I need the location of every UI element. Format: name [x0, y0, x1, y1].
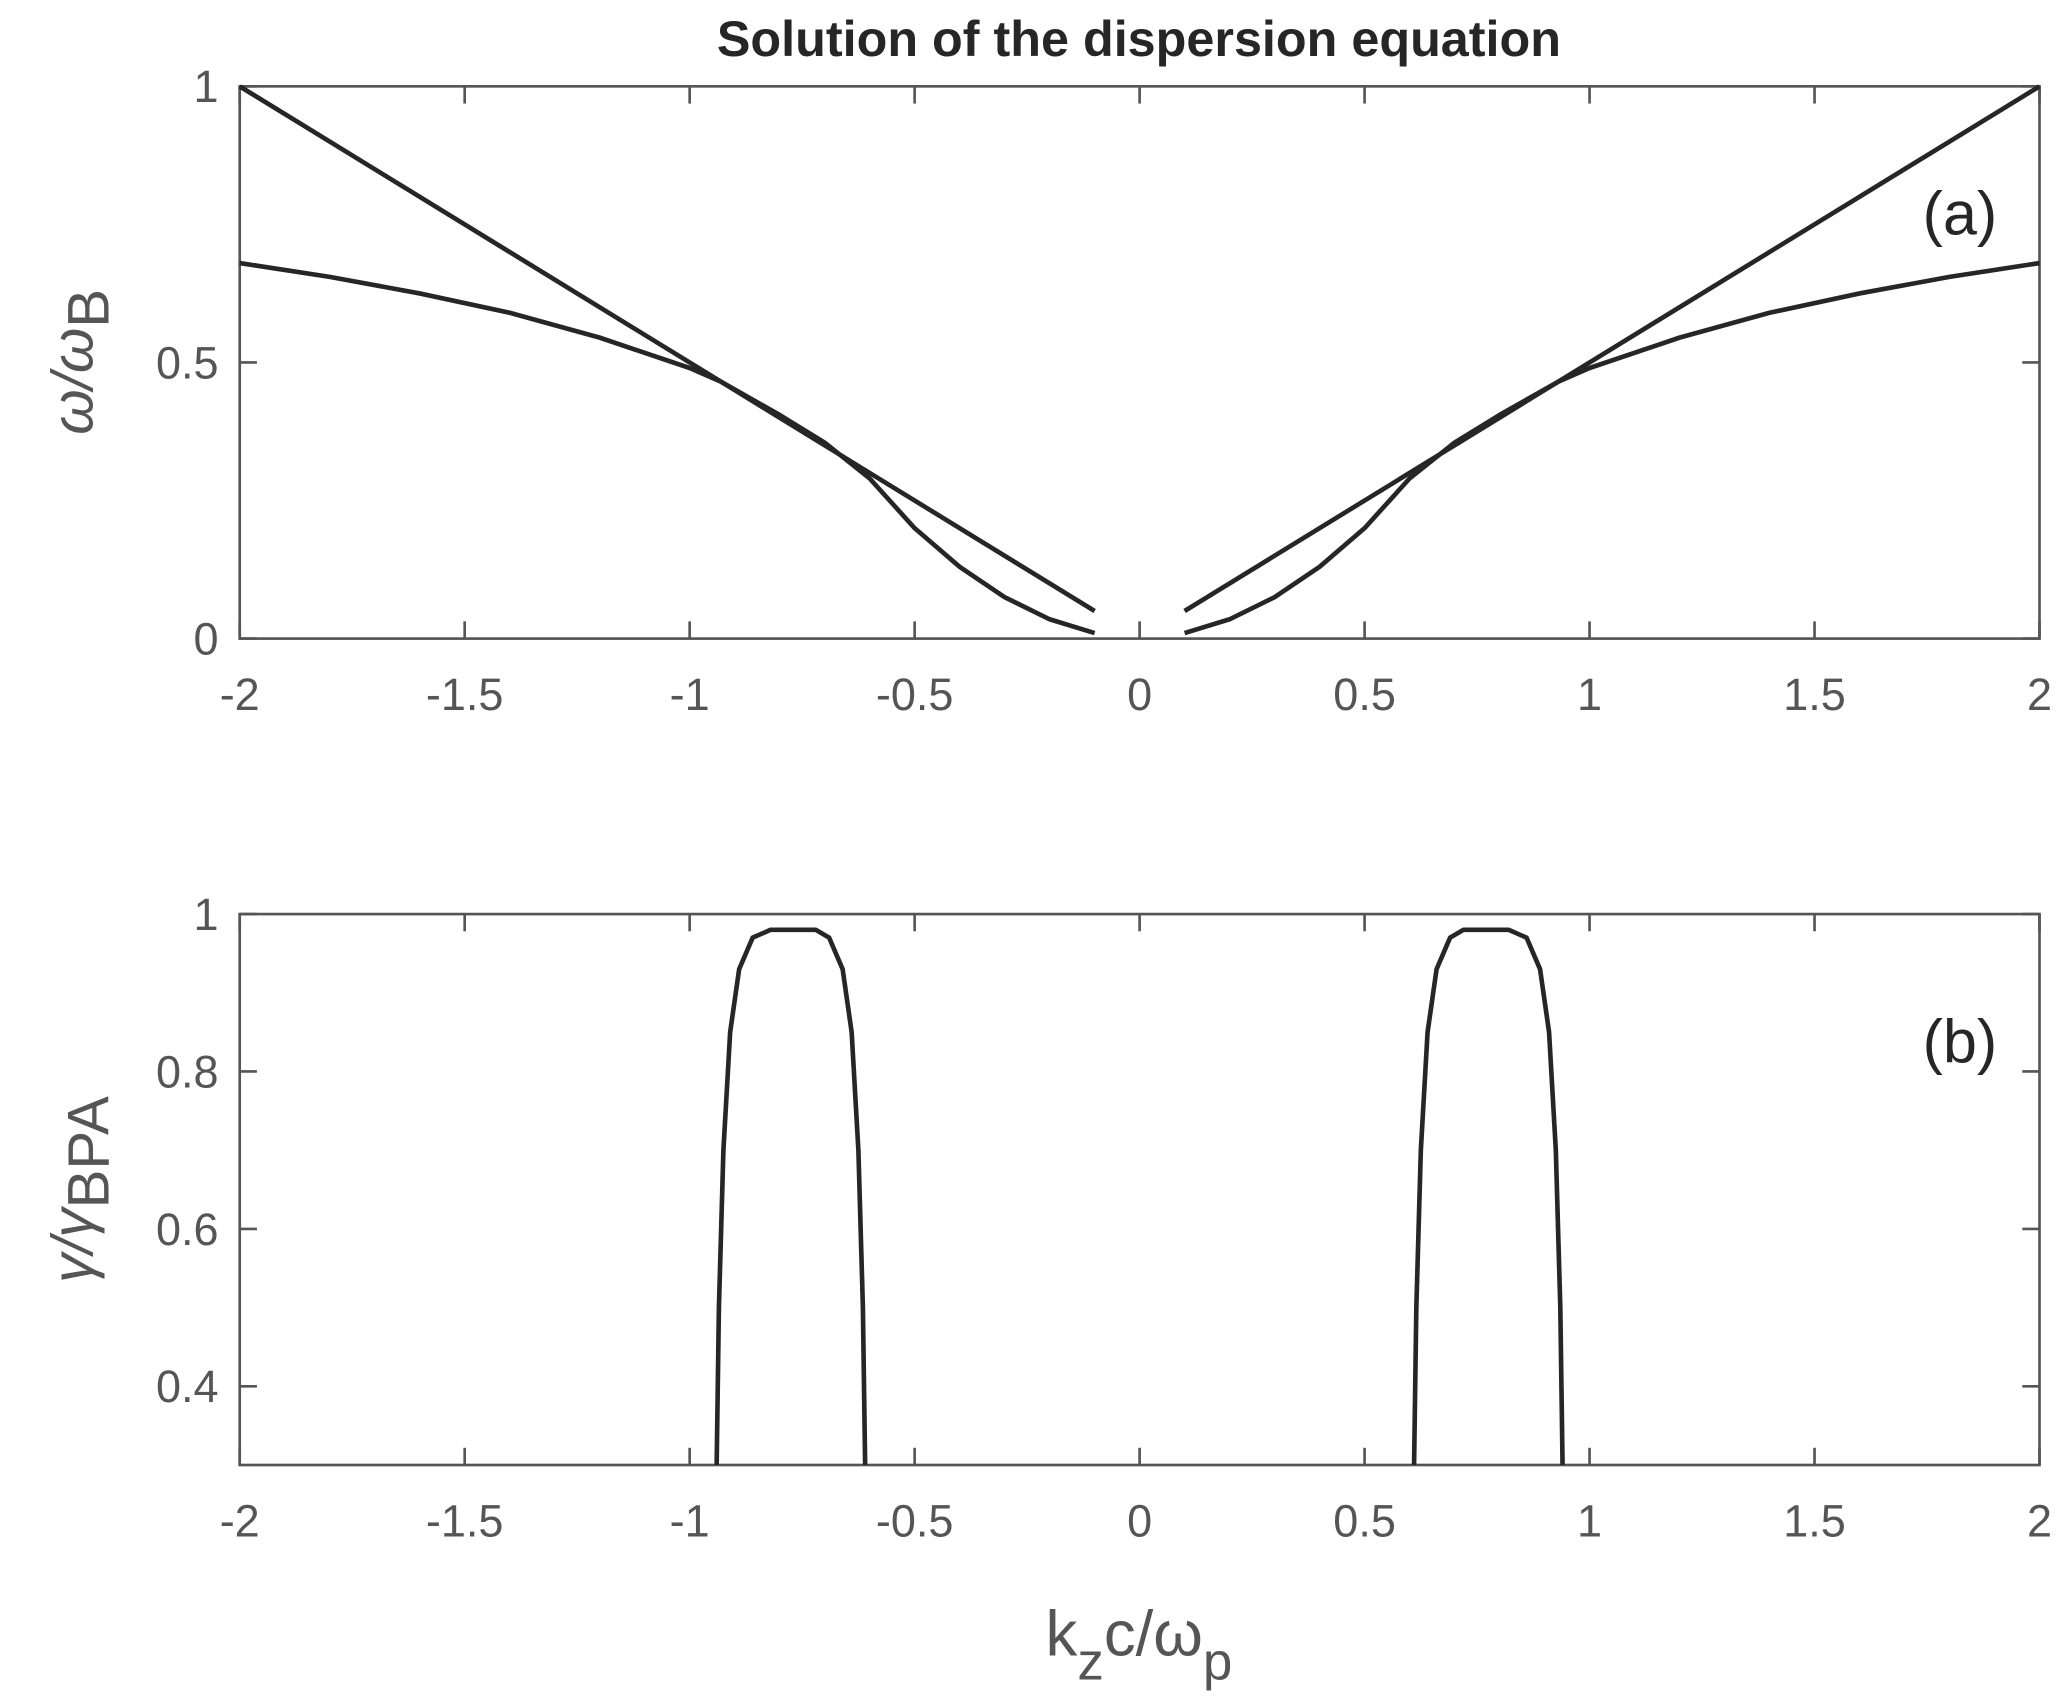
y-tick-label: 0.8	[156, 1046, 219, 1097]
series-line-1	[714, 927, 868, 1466]
x-tick-label: 0	[1127, 1496, 1152, 1547]
series-line-4	[1183, 260, 2040, 636]
x-tick-label: -0.5	[876, 669, 954, 720]
x-tick-label: 1.5	[1783, 669, 1846, 720]
x-axis-label: kzc/ωp	[1046, 1599, 1233, 1692]
x-tick-label: -1.5	[426, 669, 504, 720]
y-tick-label: 0.6	[156, 1204, 219, 1255]
x-tick-label: 1	[1577, 1496, 1602, 1547]
y-tick-label: 0	[193, 613, 218, 664]
panel-label: (b)	[1923, 1007, 1997, 1075]
x-tick-label: -1	[670, 669, 710, 720]
y-tick-label: 1	[193, 61, 218, 112]
x-tick-label: -2	[220, 669, 260, 720]
axes-a: -2 -1.5 -1 -0.5 0 0.5 1 1.5 2 0 0.5 1 (a)	[156, 61, 2052, 720]
x-tick-label: 2	[2027, 669, 2052, 720]
x-tick-label: -1	[670, 1496, 710, 1547]
x-tick-label: 1.5	[1783, 1496, 1846, 1547]
x-tick-label: 1	[1577, 669, 1602, 720]
series-line-1	[238, 84, 1096, 613]
x-tick-label: 0.5	[1333, 1496, 1396, 1547]
y-tick-label: 1	[193, 889, 218, 940]
y-tick-label: 0.5	[156, 337, 219, 388]
x-tick-label: -0.5	[876, 1496, 954, 1547]
series-line-3	[239, 260, 1096, 636]
axes-b: -2 -1.5 -1 -0.5 0 0.5 1 1.5 2 0.4 0.6 0.8 1 (b)	[156, 889, 2052, 1547]
chart-title: Solution of the dispersion equation	[717, 10, 1561, 67]
panel-label: (a)	[1923, 180, 1997, 248]
axes-frame	[238, 912, 2041, 1467]
x-tick-label: 0.5	[1333, 669, 1396, 720]
x-tick-label: -2	[220, 1496, 260, 1547]
y-axis-label-b: γ/γBPA	[41, 1096, 122, 1283]
series-line-2	[1183, 84, 2041, 613]
axes-frame	[238, 85, 2041, 640]
x-tick-label: -1.5	[426, 1496, 504, 1547]
x-tick-label: 2	[2027, 1496, 2052, 1547]
x-tick-label: 0	[1127, 669, 1152, 720]
y-axis-label-a: ω/ωB	[41, 289, 122, 435]
y-tick-label: 0.4	[156, 1361, 219, 1412]
series-line-2	[1411, 927, 1565, 1466]
